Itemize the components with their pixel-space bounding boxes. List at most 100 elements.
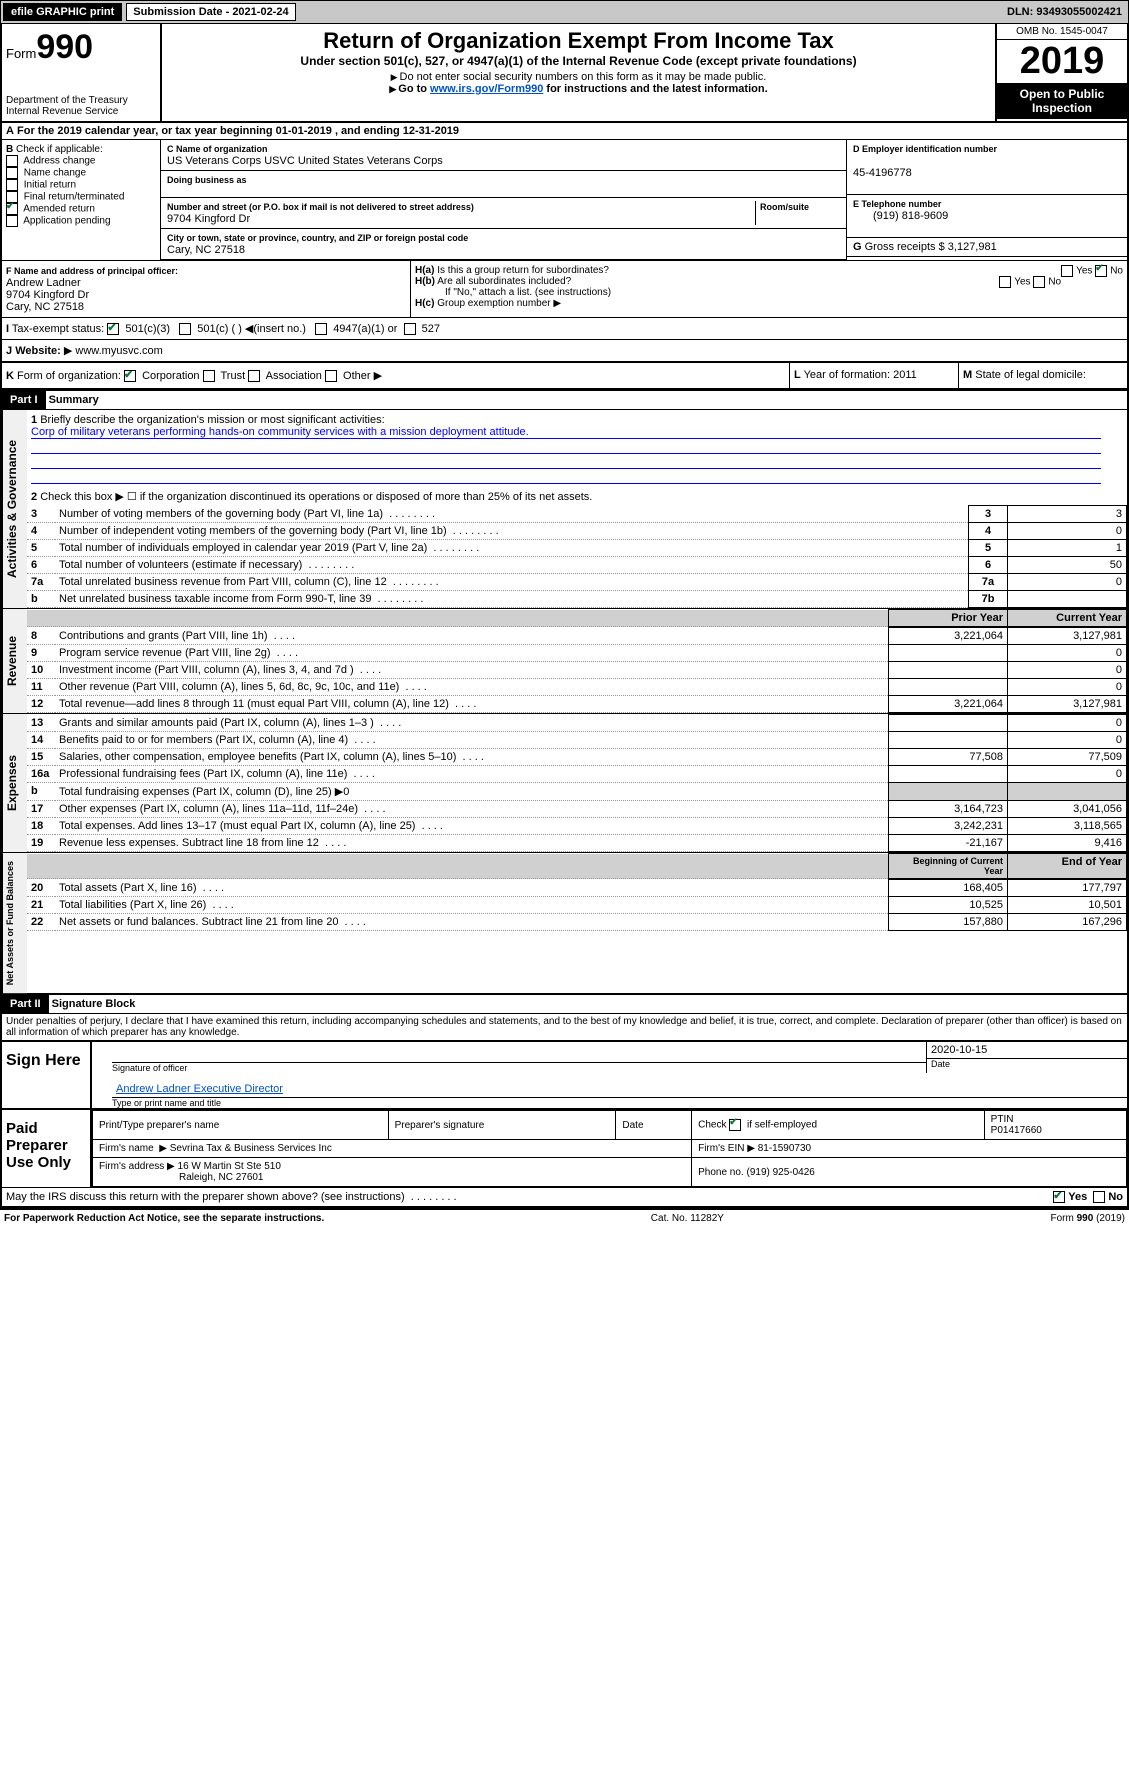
mission-text: Corp of military veterans performing han… (31, 426, 1101, 439)
cb-boxb-4[interactable] (6, 203, 18, 215)
discuss-question: May the IRS discuss this return with the… (6, 1191, 405, 1203)
ptin-value: P01417660 (991, 1125, 1042, 1136)
mission-q: Briefly describe the organization's miss… (40, 414, 384, 426)
subtitle-1: Under section 501(c), 527, or 4947(a)(1)… (166, 54, 991, 68)
ha-label: Is this a group return for subordinates? (437, 265, 609, 276)
opt-other: Other (343, 370, 371, 382)
prep-sig-hdr: Preparer's signature (388, 1111, 616, 1140)
efile-print-btn[interactable]: efile GRAPHIC print (3, 3, 122, 21)
sig-name-label: Type or print name and title (112, 1098, 1127, 1108)
topbar: efile GRAPHIC print Submission Date - 20… (0, 0, 1129, 24)
paid-preparer-label: Paid Preparer Use Only (2, 1110, 90, 1187)
dba-label: Doing business as (167, 175, 247, 185)
website-value: www.myusvc.com (75, 345, 162, 357)
ha-yes[interactable] (1061, 265, 1073, 277)
cb-4947[interactable] (315, 323, 327, 335)
sign-here-label: Sign Here (2, 1042, 90, 1108)
hb-label: Are all subordinates included? (437, 276, 571, 287)
hb-no[interactable] (1033, 276, 1045, 288)
form-number: Form990 (6, 28, 156, 67)
period-line: A For the 2019 calendar year, or tax yea… (2, 123, 1127, 140)
opt-527: 527 (422, 323, 440, 335)
firm-phone: (919) 925-0426 (746, 1167, 814, 1178)
check-self-label: Check (698, 1120, 726, 1131)
current-year-hdr: Current Year (1056, 612, 1122, 624)
year-formation-label: Year of formation: (804, 369, 890, 381)
cb-assoc[interactable] (248, 370, 260, 382)
room-label: Room/suite (760, 202, 809, 212)
phone-label: Telephone number (862, 199, 942, 209)
firm-addr1: 16 W Martin St Ste 510 (178, 1161, 281, 1172)
tax-year: 2019 (997, 40, 1127, 83)
city-state-zip: Cary, NC 27518 (167, 244, 245, 256)
cb-501c3[interactable] (107, 323, 119, 335)
revenue-label: Revenue (2, 609, 27, 713)
part1-hdr: Part I (2, 391, 46, 409)
hc-label: Group exemption number (437, 298, 550, 309)
addr-label: Number and street (or P.O. box if mail i… (167, 202, 474, 212)
cb-boxb-0[interactable] (6, 155, 18, 167)
name-label: Name of organization (176, 144, 268, 154)
hb-note: If "No," attach a list. (see instruction… (415, 287, 1123, 298)
part2-sub: Signature Block (52, 998, 136, 1010)
omb-number: OMB No. 1545-0047 (997, 24, 1127, 40)
cb-501c[interactable] (179, 323, 191, 335)
cb-discuss-yes[interactable] (1053, 1191, 1065, 1203)
dln: DLN: 93493055002421 (1007, 6, 1126, 18)
taxexempt-label: Tax-exempt status: (12, 323, 104, 335)
website-label: Website: (15, 345, 61, 357)
box-b: B Check if applicable: Address change Na… (2, 140, 161, 260)
dept-treasury: Department of the Treasury (6, 95, 156, 106)
prep-date-hdr: Date (616, 1111, 692, 1140)
org-form-label: Form of organization: (17, 370, 121, 382)
form-footer: Form 990 (2019) (1051, 1213, 1126, 1224)
opt-4947: 4947(a)(1) or (333, 323, 397, 335)
cb-527[interactable] (404, 323, 416, 335)
firm-addr-label: Firm's address ▶ (99, 1161, 175, 1172)
ein-value: 45-4196778 (853, 167, 912, 179)
street-address: 9704 Kingford Dr (167, 213, 250, 225)
cb-discuss-no[interactable] (1093, 1191, 1105, 1203)
cb-boxb-1[interactable] (6, 167, 18, 179)
net-label: Net Assets or Fund Balances (2, 853, 27, 993)
opt-501c3: 501(c)(3) (125, 323, 170, 335)
irs-label: Internal Revenue Service (6, 106, 156, 117)
firm-name: Sevrina Tax & Business Services Inc (170, 1143, 332, 1154)
sig-date-label: Date (927, 1058, 1127, 1069)
cb-trust[interactable] (203, 370, 215, 382)
hb-yes[interactable] (999, 276, 1011, 288)
begin-year-hdr: Beginning of Current Year (913, 856, 1003, 876)
part2-hdr: Part II (2, 995, 49, 1013)
domicile-label: State of legal domicile: (975, 369, 1086, 381)
officer-name: Andrew Ladner (6, 277, 81, 289)
phone-value: (919) 818-9609 (853, 210, 948, 222)
ha-no[interactable] (1095, 265, 1107, 277)
goto-pre: Go to (389, 83, 430, 95)
org-name: US Veterans Corps USVC United States Vet… (167, 155, 443, 167)
cat-no: Cat. No. 11282Y (651, 1213, 724, 1224)
officer-label: Name and address of principal officer: (14, 266, 178, 276)
firm-addr2: Raleigh, NC 27601 (99, 1172, 264, 1183)
prep-name-hdr: Print/Type preparer's name (93, 1111, 389, 1140)
ein-label: Employer identification number (862, 144, 997, 154)
submission-date: Submission Date - 2021-02-24 (126, 3, 295, 21)
firm-phone-label: Phone no. (698, 1167, 744, 1178)
subtitle-2: Do not enter social security numbers on … (166, 71, 991, 83)
irs-link[interactable]: www.irs.gov/Form990 (430, 83, 543, 95)
cb-boxb-5[interactable] (6, 215, 18, 227)
year-formation: 2011 (893, 369, 917, 381)
cb-self-employed[interactable] (729, 1119, 741, 1131)
cb-other[interactable] (325, 370, 337, 382)
cb-boxb-2[interactable] (6, 179, 18, 191)
gross-label: Gross receipts $ (865, 241, 945, 253)
opt-501c: 501(c) ( ) ◀(insert no.) (197, 323, 306, 335)
self-employed-label: if self-employed (747, 1120, 817, 1131)
part1-sub: Summary (49, 394, 99, 406)
prior-year-hdr: Prior Year (951, 612, 1003, 624)
firm-ein: 81-1590730 (758, 1143, 811, 1154)
cb-corp[interactable] (124, 370, 136, 382)
opt-corp: Corporation (142, 370, 199, 382)
sig-officer-label: Signature of officer (112, 1063, 926, 1073)
officer-addr1: 9704 Kingford Dr (6, 289, 89, 301)
city-label: City or town, state or province, country… (167, 233, 468, 243)
